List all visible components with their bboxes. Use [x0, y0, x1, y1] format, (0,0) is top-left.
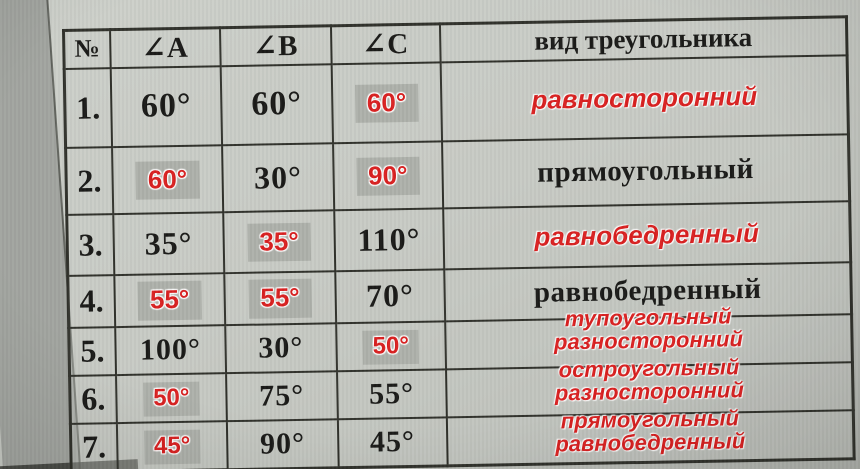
angle-b-value: 90°: [226, 418, 339, 469]
angle-c-value: 50°: [335, 320, 446, 371]
angle-a-value: 45°: [116, 420, 228, 469]
angle-a-answer: 45°: [143, 429, 201, 465]
angle-c-value: 45°: [337, 416, 448, 468]
angle-a-value: 60°: [110, 65, 223, 147]
angle-b-value: 30°: [222, 142, 334, 212]
angle-a-value: 50°: [115, 372, 227, 423]
angle-b-value: 55°: [224, 270, 336, 325]
angle-c-value: 90°: [332, 140, 444, 210]
angle-b-answer: 55°: [248, 278, 313, 319]
angle-c-answer: 50°: [362, 329, 420, 365]
angle-a-value: 100°: [114, 324, 227, 375]
angle-c-value: 110°: [333, 207, 445, 271]
angle-b-answer: 35°: [247, 222, 312, 263]
angle-a-answer: 60°: [135, 160, 200, 200]
row-number: 1.: [64, 67, 112, 148]
header-number: №: [63, 29, 111, 69]
angle-a-answer: 55°: [137, 280, 202, 321]
angle-a-value: 60°: [111, 144, 224, 214]
angle-c-answer: 60°: [354, 83, 419, 124]
header-angle-b: ∠B: [220, 25, 332, 66]
triangle-kind-lines: остроугольный разносторонний: [447, 353, 852, 406]
triangle-kind-lines: прямоугольный равнобедренный: [448, 404, 853, 457]
triangle-kind-answer: равнобедренный: [443, 200, 851, 269]
angle-a-value: 35°: [112, 211, 225, 275]
triangle-angles-table: № ∠A ∠B ∠C вид треугольника 1. 60° 60° 6…: [62, 15, 856, 469]
table-row-1: 1. 60° 60° 60° равносторонний: [64, 54, 849, 148]
angle-a-value: 55°: [113, 272, 226, 327]
triangle-kind-answer: равносторонний: [440, 54, 849, 141]
row-number: 5.: [68, 326, 116, 376]
angle-c-value: 60°: [331, 61, 442, 143]
angle-b-value: 60°: [220, 63, 333, 145]
angle-c-value: 55°: [336, 368, 447, 419]
row-number: 2.: [65, 146, 113, 215]
angle-b-value: 35°: [223, 209, 335, 273]
row-number: 7.: [70, 422, 118, 469]
triangle-kind: прямоугольный: [441, 133, 850, 208]
angle-c-answer: 90°: [355, 156, 420, 197]
angle-b-value: 75°: [226, 370, 338, 421]
triangle-kind-answer: прямоугольный равнобедренный: [446, 405, 855, 466]
angle-c-value: 70°: [334, 268, 446, 323]
angle-b-value: 30°: [225, 322, 337, 373]
header-angle-c: ∠C: [330, 23, 441, 64]
row-number: 3.: [66, 213, 114, 276]
angle-a-answer: 50°: [142, 381, 200, 417]
triangle-kind-lines: тупоугольный разносторонний: [446, 302, 851, 355]
header-angle-a: ∠A: [109, 27, 221, 68]
row-number: 4.: [67, 274, 115, 328]
row-number: 6.: [69, 374, 117, 424]
